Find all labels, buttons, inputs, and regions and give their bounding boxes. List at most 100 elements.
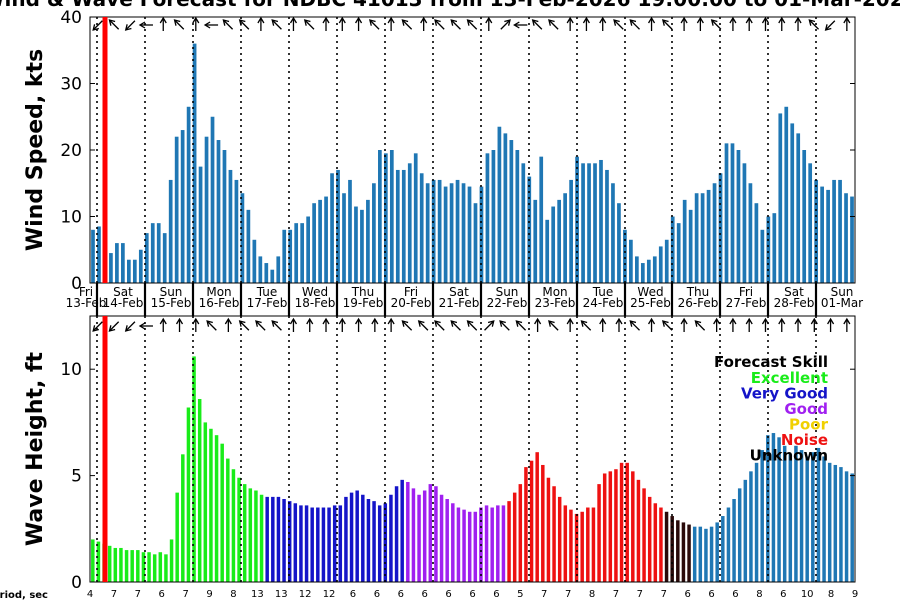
wave-arrow (615, 317, 623, 332)
arrow-head (368, 19, 376, 26)
wind-bar (168, 179, 173, 283)
arrow-head (108, 19, 116, 26)
wind-bar (676, 223, 681, 283)
day-date: 26-Feb (678, 296, 719, 310)
arrow-shaft (695, 321, 706, 331)
wind-bar (778, 113, 783, 283)
arrow-head (138, 322, 146, 330)
wind-bar (820, 186, 824, 283)
wind-arrow (599, 16, 607, 31)
day-date: 17-Feb (247, 296, 288, 310)
wave-bar (355, 490, 359, 582)
day-date: 14-Feb (103, 296, 144, 310)
wave-bar (811, 452, 815, 582)
arrow-shaft (467, 321, 478, 331)
wind-bar (485, 153, 490, 283)
wave-bar (276, 496, 281, 582)
wind-bar (366, 199, 370, 283)
day-name: Fri (404, 285, 418, 299)
day-date: 19-Feb (343, 296, 384, 310)
wind-bar (258, 256, 263, 283)
arrow-head (694, 320, 702, 327)
period-value: 6 (159, 589, 165, 600)
wave-arrow (794, 317, 802, 332)
wave-bar (619, 462, 624, 582)
wave-bar (197, 398, 202, 582)
wave-bar (372, 501, 376, 582)
arrow-head (680, 16, 688, 24)
arrow-shaft (109, 20, 120, 30)
arrow-head (92, 325, 100, 332)
arrow-head (224, 317, 232, 325)
arrow-head (338, 317, 346, 325)
wind-bar (467, 186, 472, 283)
arrow-head (566, 16, 574, 24)
wave-bar (383, 503, 388, 582)
wave-bar (349, 492, 354, 582)
arrow-head (222, 19, 230, 26)
wave-bar (777, 437, 781, 582)
wave-bar (327, 507, 331, 582)
day-name: Sat (784, 285, 804, 299)
wave-bar (141, 552, 146, 582)
arrow-head (466, 320, 474, 327)
wind-bar (156, 223, 161, 283)
wave-arrow (827, 317, 835, 332)
arrow-head (434, 320, 441, 327)
legend-item: Good (784, 400, 828, 418)
wave-bar (743, 479, 748, 582)
day-date: 16-Feb (199, 296, 240, 310)
wind-bar (126, 259, 131, 283)
wind-arrow (485, 16, 493, 31)
wave-bar (563, 505, 568, 582)
wave-bar (625, 462, 629, 582)
wave-arrow (466, 320, 478, 331)
arrow-head (629, 19, 637, 26)
arrow-head (487, 320, 495, 327)
period-label: Period, sec (0, 590, 48, 600)
wave-bar (175, 492, 179, 582)
wind-bar (784, 106, 789, 284)
arrow-shaft (435, 321, 445, 331)
arrow-head (566, 317, 574, 325)
wind-bar (599, 159, 603, 283)
y-axis-label: Wave Height, ft (23, 351, 48, 546)
wind-arrow (368, 19, 380, 30)
wind-bar (210, 116, 215, 283)
wind-bar (545, 219, 550, 283)
arrow-head (843, 16, 851, 24)
arrow-head (175, 317, 184, 325)
wave-bar (676, 520, 680, 582)
arrow-shaft (809, 20, 820, 30)
wave-arrow (647, 317, 656, 332)
wind-bar (802, 150, 807, 283)
day-date: 20-Feb (391, 296, 432, 310)
wind-arrow (434, 19, 445, 30)
wave-arrow (778, 317, 786, 332)
wind-arrow (159, 16, 167, 31)
wind-bar (91, 229, 95, 283)
wind-arrow (824, 20, 836, 31)
wave-bar (366, 499, 371, 582)
wave-arrow (566, 317, 574, 332)
day-date: 25-Feb (630, 296, 671, 310)
wind-arrow (387, 16, 395, 31)
wave-bar (293, 503, 298, 582)
wave-bar (96, 541, 101, 582)
period-value: 6 (732, 589, 738, 600)
wave-bar (456, 507, 461, 582)
wind-bar (115, 243, 119, 283)
wave-bar (822, 456, 826, 582)
day-name: Thu (351, 285, 375, 299)
wind-bar (706, 189, 711, 283)
wind-bar (383, 153, 388, 283)
arrow-head (271, 320, 279, 327)
wind-arrow (647, 16, 656, 31)
wind-bar (431, 179, 436, 283)
arrow-head (401, 320, 409, 327)
wave-arrow (138, 322, 153, 330)
legend-item: Unknown (750, 447, 828, 465)
arrow-head (322, 317, 330, 325)
arrow-shaft (711, 20, 722, 30)
